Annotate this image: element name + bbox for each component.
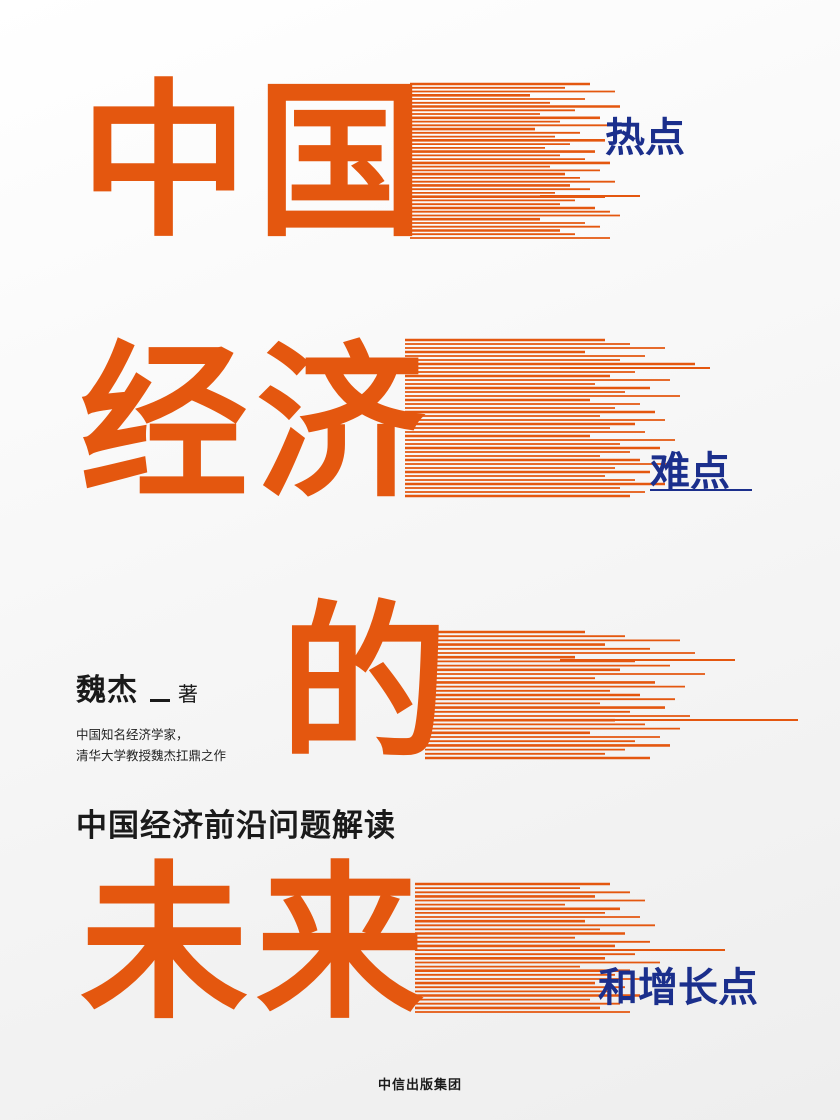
streak-group-jingji: [405, 338, 752, 498]
title-jingji: 经济: [80, 326, 432, 522]
publisher-name: 中信出版集团: [377, 1078, 462, 1093]
tag-growth-points: 和增长点: [598, 965, 758, 1011]
author-desc-line-1: 中国知名经济学家，: [76, 727, 189, 742]
author-block: 魏杰 著 中国知名经济学家， 清华大学教授魏杰扛鼎之作: [76, 676, 226, 767]
book-subtitle: 中国经济前沿问题解读: [76, 808, 396, 844]
streak-group-de: [425, 630, 798, 760]
streak-group-weilai: [415, 882, 725, 1013]
author-name: 魏杰: [76, 673, 138, 708]
title-de: 的: [280, 586, 456, 782]
streak-group-zhongguo: [410, 82, 640, 239]
title-zhongguo: 中国: [80, 64, 432, 260]
author-line: 魏杰 著: [76, 676, 226, 706]
author-desc-line-2: 清华大学教授魏杰扛鼎之作: [76, 748, 227, 764]
author-dash: [150, 699, 170, 702]
tag-difficult-points: 难点: [650, 449, 730, 495]
title-weilai: 未来: [80, 846, 432, 1042]
author-description: 中国知名经济学家， 清华大学教授魏杰扛鼎之作: [76, 724, 226, 767]
author-role: 著: [178, 682, 198, 706]
tag-hot-points: 热点: [605, 115, 685, 161]
